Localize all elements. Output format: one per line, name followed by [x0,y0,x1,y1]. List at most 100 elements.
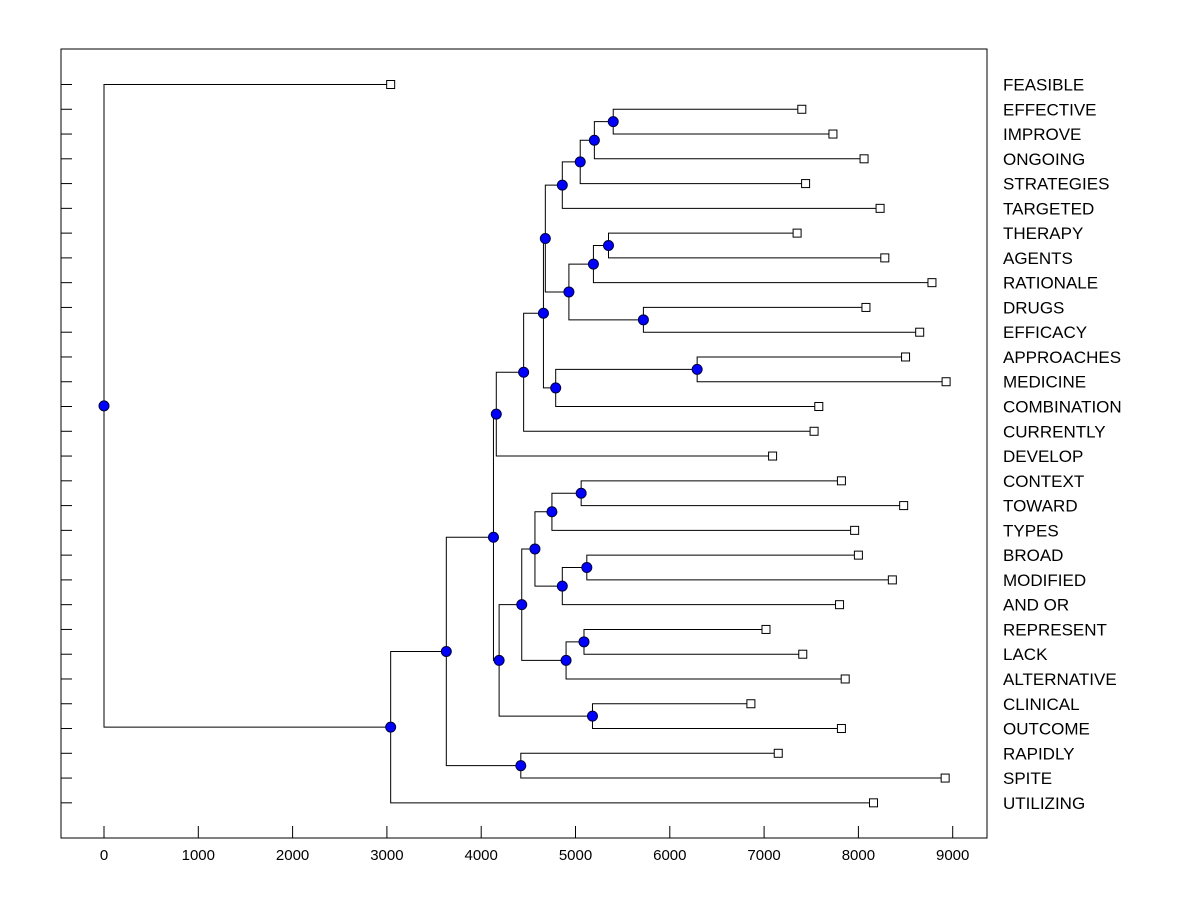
tree-edge [551,492,582,512]
tree-edge [521,548,535,605]
leaf-marker [887,575,897,585]
tree-edge [544,238,569,293]
tree-edge [612,121,833,135]
tree-edge [583,628,766,642]
merge-node-marker [575,487,587,499]
leaf-marker [875,203,885,213]
merge-node-marker [385,721,397,733]
merge-node-marker [490,408,502,420]
leaf-label: BROAD [1003,546,1063,565]
x-tick-label: 0 [100,847,108,864]
tree-edge [544,184,563,239]
tree-edge [523,372,815,432]
merge-node-marker [515,760,527,772]
leaf-marker [798,649,808,659]
tree-edge [498,604,522,661]
tree-edge [612,108,802,122]
leaf-marker [836,724,846,734]
merge-node-marker [487,531,499,543]
tree-edge [579,161,806,185]
leaf-marker [792,228,802,238]
tree-edge [103,405,391,728]
leaf-markers [386,80,951,808]
leaf-label: AND OR [1003,596,1069,615]
tree-edge [586,567,893,581]
tree-edge [568,291,644,321]
tree-edge [561,161,581,186]
x-tick-label: 4000 [465,847,498,864]
x-tick-label: 1000 [182,847,215,864]
merge-node-marker [588,134,600,146]
merge-node-marker [637,314,649,326]
x-tick-label: 9000 [936,847,969,864]
tree-edge [608,232,798,246]
merge-node-marker [607,116,619,128]
merge-node-marker [581,562,593,574]
leaf-marker [386,80,396,89]
x-axis: 0 1000 2000 3000 4000 5000 6000 7000 8000 9000 [100,826,969,864]
leaf-label: AGENTS [1003,249,1073,268]
tree-edge [696,356,906,370]
leaf-marker [761,624,771,634]
merge-node-marker [587,258,599,270]
tree-edge [542,313,556,389]
tree-edge [565,641,584,661]
tree-edge [561,185,881,209]
leaf-label: REPRESENT [1003,620,1107,639]
tree-edge [592,264,932,284]
leaf-marker [940,773,950,783]
leaf-marker [768,451,778,461]
tree-edge [555,387,819,408]
merge-node-marker [529,543,541,555]
leaf-marker [868,798,878,808]
leaf-label: LACK [1003,645,1048,664]
tree-edge [591,703,751,717]
leaf-marker [840,674,850,684]
merge-node-marker [574,156,586,168]
leaf-label: FEASIBLE [1003,76,1084,95]
merge-node-marker [98,400,110,412]
leaf-marker [915,327,925,337]
leaf-marker [901,352,911,362]
leaf-label: CLINICAL [1003,695,1080,714]
merge-node-markers [98,116,703,772]
tree-edge [580,480,842,494]
x-tick-label: 5000 [559,847,592,864]
merge-node-marker [550,382,562,394]
leaf-label: THERAPY [1003,224,1083,243]
leaf-label: MODIFIED [1003,571,1086,590]
tree-edge [534,511,552,549]
tree-edge [565,660,846,680]
tree-edge [591,716,842,730]
tree-edge [593,140,865,160]
tree-edge [498,660,593,717]
tree-edge [492,537,500,661]
leaf-label: EFFICACY [1003,323,1087,342]
merge-node-marker [603,240,615,252]
tree-edge [642,319,920,333]
leaf-label: ALTERNATIVE [1003,670,1117,689]
merge-node-marker [546,506,558,518]
merge-node-marker [440,645,452,657]
merge-node-marker [691,363,703,375]
leaf-marker [797,104,807,114]
leaf-label: OUTCOME [1003,720,1090,739]
leaf-label: DRUGS [1003,298,1064,317]
tree-edges [103,84,947,804]
x-tick-label: 3000 [370,847,403,864]
tree-edge [495,414,773,457]
leaf-label: COMBINATION [1003,398,1122,417]
leaf-marker [853,550,863,560]
tree-edge [390,650,447,728]
leaf-marker [899,501,909,511]
leaf-label: UTILIZING [1003,794,1085,813]
tree-edge [555,368,698,388]
tree-edge [561,567,587,587]
tree-edge [593,121,614,141]
merge-node-marker [586,710,598,722]
leaf-label: TARGETED [1003,199,1094,218]
tree-edge [642,306,866,320]
leaf-marker [836,476,846,486]
leaf-label: MEDICINE [1003,373,1086,392]
leaf-marker [861,302,871,312]
